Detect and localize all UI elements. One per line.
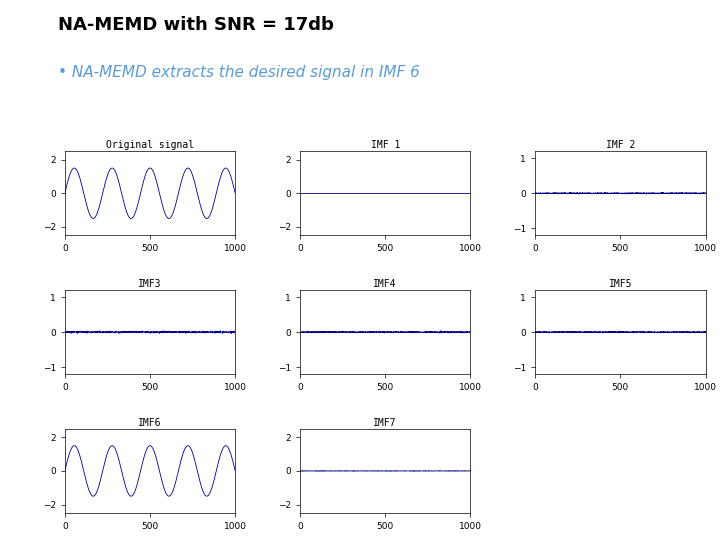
Title: IMF5: IMF5 — [608, 279, 632, 289]
Title: IMF 2: IMF 2 — [606, 140, 635, 151]
Title: IMF7: IMF7 — [374, 418, 397, 428]
Title: IMF3: IMF3 — [138, 279, 162, 289]
Title: IMF4: IMF4 — [374, 279, 397, 289]
Title: IMF 1: IMF 1 — [371, 140, 400, 151]
Text: • NA-MEMD extracts the desired signal in IMF 6: • NA-MEMD extracts the desired signal in… — [58, 65, 420, 80]
Title: IMF6: IMF6 — [138, 418, 162, 428]
Title: Original signal: Original signal — [106, 140, 194, 151]
Text: NA-MEMD with SNR = 17db: NA-MEMD with SNR = 17db — [58, 16, 333, 34]
